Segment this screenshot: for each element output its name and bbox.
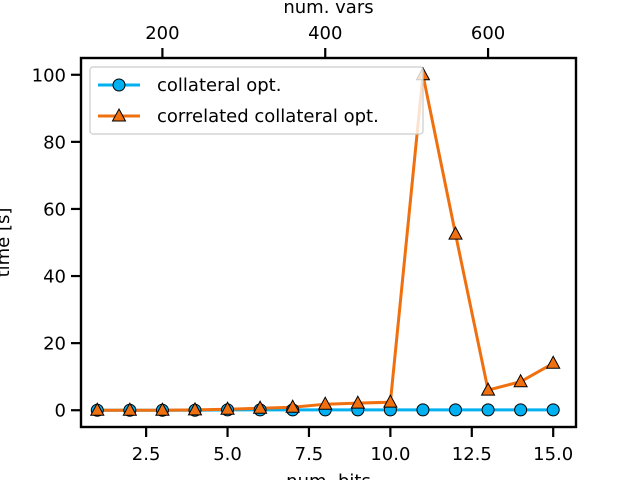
x-axis-title: num. bits [286,471,371,480]
data-point [546,403,560,417]
plot-frame [79,56,578,429]
data-point [448,226,463,240]
data-point [514,403,528,417]
data-point [252,400,268,414]
y-tick-label: 80 [43,132,66,153]
data-point [449,403,463,417]
y-tick-label: 20 [43,334,66,355]
data-point [416,403,430,417]
top-x-tick-label: 600 [471,23,505,44]
x-tick-label: 15.0 [533,444,573,465]
x-tick-label: 10.0 [370,444,410,465]
axes-layer: 2.5 5.0 7.5 10.0 12.5 15.0 0 20 40 60 80 100 200 400 6… [32,23,574,465]
x-tick-label: 12.5 [452,444,492,465]
legend-box [89,66,424,135]
y-tick-label: 0 [55,401,66,422]
top-x-axis-title: num. vars [283,0,373,18]
legend: collateral opt. correlated collateral op… [89,66,424,135]
data-point [187,401,203,416]
data-point [317,396,333,410]
legend-label-correlated: correlated collateral opt. [157,106,379,127]
legend-label-collateral: collateral opt. [157,75,281,96]
data-point [89,402,105,416]
data-point [122,402,138,416]
legend-marker-correlated [111,107,127,122]
data-point [350,395,366,409]
data-point [383,394,398,408]
x-tick-label: 2.5 [132,444,161,465]
y-tick-label: 40 [43,267,66,288]
data-point [480,382,496,396]
data-point [220,401,235,415]
y-tick-label: 60 [43,199,66,220]
legend-marker-collateral [112,78,126,92]
data-point [481,403,495,417]
y-axis-title: time [s] [0,208,14,278]
top-x-tick-label: 400 [308,23,342,44]
data-point [513,373,528,388]
y-tick-label: 100 [32,65,66,86]
series-layer [89,66,561,417]
data-point [545,355,561,369]
x-tick-label: 5.0 [213,444,242,465]
data-point [155,402,170,416]
x-tick-label: 7.5 [295,444,324,465]
data-point [285,399,301,413]
top-x-tick-label: 200 [145,23,179,44]
